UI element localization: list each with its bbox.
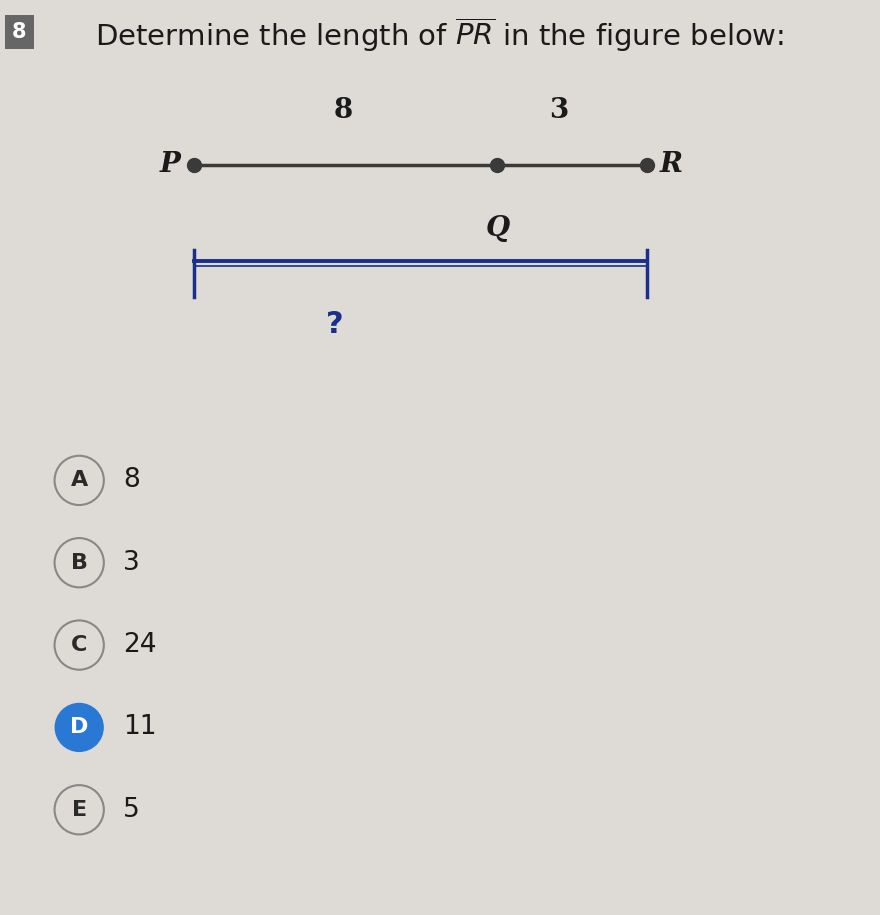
Text: B: B bbox=[70, 553, 88, 573]
Text: C: C bbox=[71, 635, 87, 655]
Text: 8: 8 bbox=[12, 22, 26, 42]
Text: D: D bbox=[70, 717, 88, 737]
Text: 8: 8 bbox=[123, 468, 140, 493]
Text: 8: 8 bbox=[334, 96, 353, 124]
Text: Determine the length of $\overline{PR}$ in the figure below:: Determine the length of $\overline{PR}$ … bbox=[95, 16, 785, 54]
Text: ?: ? bbox=[326, 310, 343, 339]
Text: 3: 3 bbox=[123, 550, 140, 576]
Text: P: P bbox=[159, 151, 180, 178]
Text: 3: 3 bbox=[549, 96, 568, 124]
Text: 24: 24 bbox=[123, 632, 157, 658]
Text: Q: Q bbox=[485, 215, 510, 242]
Text: 5: 5 bbox=[123, 797, 140, 823]
Ellipse shape bbox=[55, 703, 104, 752]
Text: A: A bbox=[70, 470, 88, 490]
Text: 11: 11 bbox=[123, 715, 157, 740]
Text: E: E bbox=[71, 800, 87, 820]
Text: R: R bbox=[660, 151, 683, 178]
